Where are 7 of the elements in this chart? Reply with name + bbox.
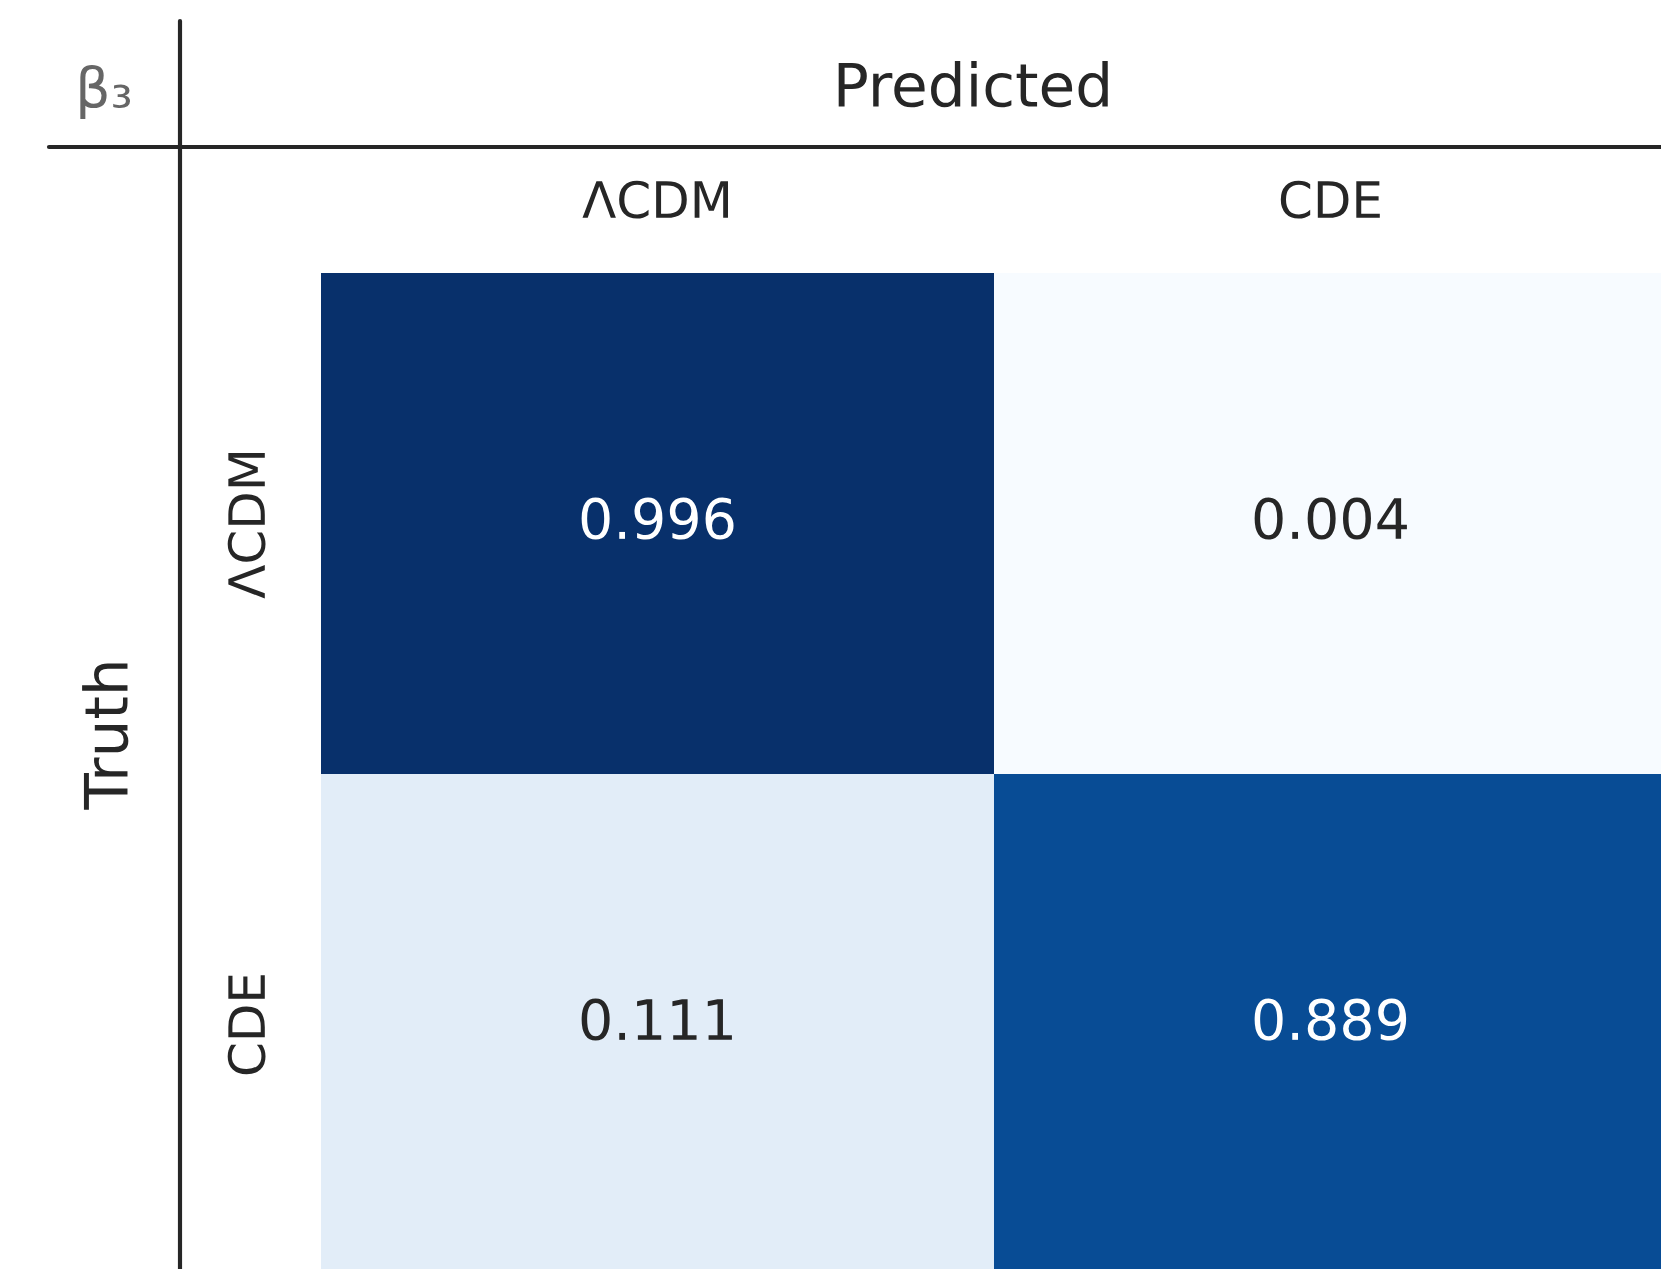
data-label: 0.004 (1254, 497, 1407, 540)
data-label: 0.889 (1254, 998, 1407, 1041)
x-axis-title: Predicted (838, 61, 1108, 108)
text: β₃ (80, 64, 131, 120)
data-label: 0.996 (581, 497, 734, 540)
data-label: 0.111 (581, 998, 732, 1041)
y-axis-title: Truth (82, 663, 129, 810)
